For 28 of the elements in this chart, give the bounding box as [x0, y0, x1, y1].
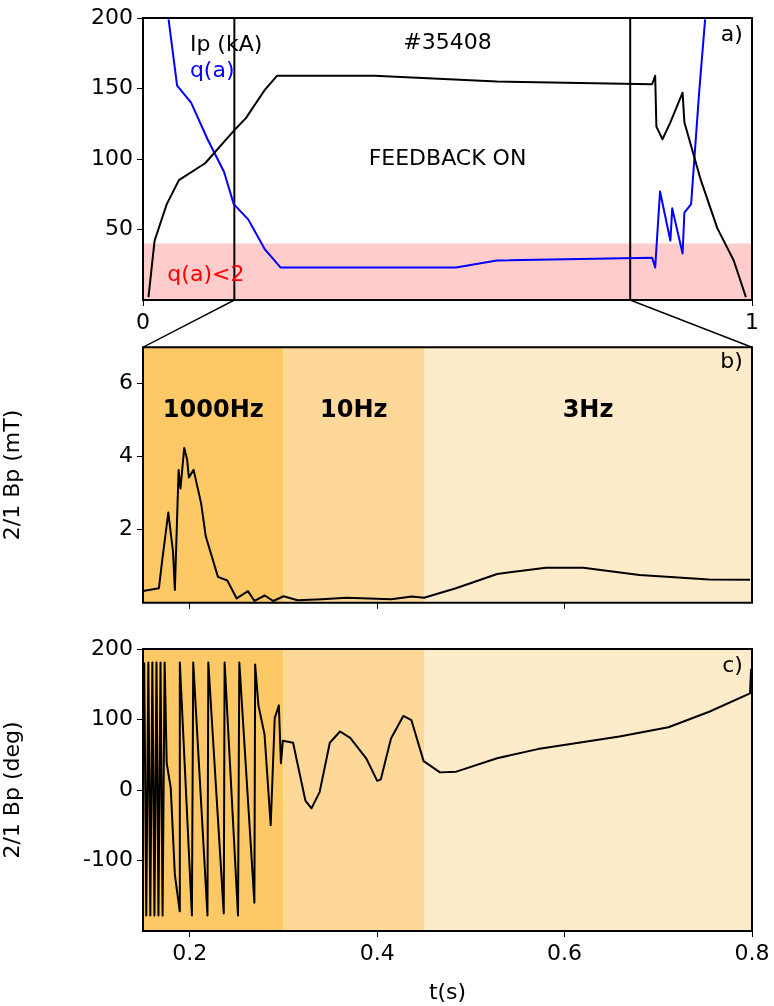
- x-tick-label: 0.8: [734, 939, 770, 965]
- series-label: q(a): [189, 57, 235, 83]
- y-tick-label: 100: [91, 705, 133, 731]
- annotation: c): [722, 651, 743, 677]
- y-tick-label: 6: [119, 369, 133, 395]
- band-label: 1000Hz: [162, 395, 264, 424]
- annotation: b): [720, 348, 743, 374]
- y-axis-title: 2/1 Bp (deg): [0, 721, 24, 859]
- y-axis-title: 2/1 Bp (mT): [0, 409, 24, 541]
- y-tick-label: 2: [119, 515, 133, 541]
- y-tick-label: -100: [83, 846, 133, 872]
- y-tick-label: 0: [119, 775, 133, 801]
- x-tick-label: 0.2: [172, 939, 208, 965]
- x-axis-title: t(s): [428, 978, 467, 1004]
- band-label: 3Hz: [562, 395, 614, 424]
- y-tick-label: 100: [91, 144, 133, 170]
- y-tick-label: 50: [105, 215, 133, 241]
- x-tick-label: 1: [745, 308, 759, 334]
- y-tick-label: 200: [91, 3, 133, 29]
- y-tick-label: 150: [91, 74, 133, 100]
- band-label: 10Hz: [320, 395, 388, 424]
- annotation: #35408: [403, 29, 492, 55]
- annotation: a): [720, 20, 743, 46]
- x-tick-label: 0.6: [547, 939, 583, 965]
- y-tick-label: 200: [91, 634, 133, 660]
- x-tick-label: 0.4: [359, 939, 395, 965]
- y-tick-label: 4: [119, 442, 133, 468]
- annotation: FEEDBACK ON: [368, 144, 527, 170]
